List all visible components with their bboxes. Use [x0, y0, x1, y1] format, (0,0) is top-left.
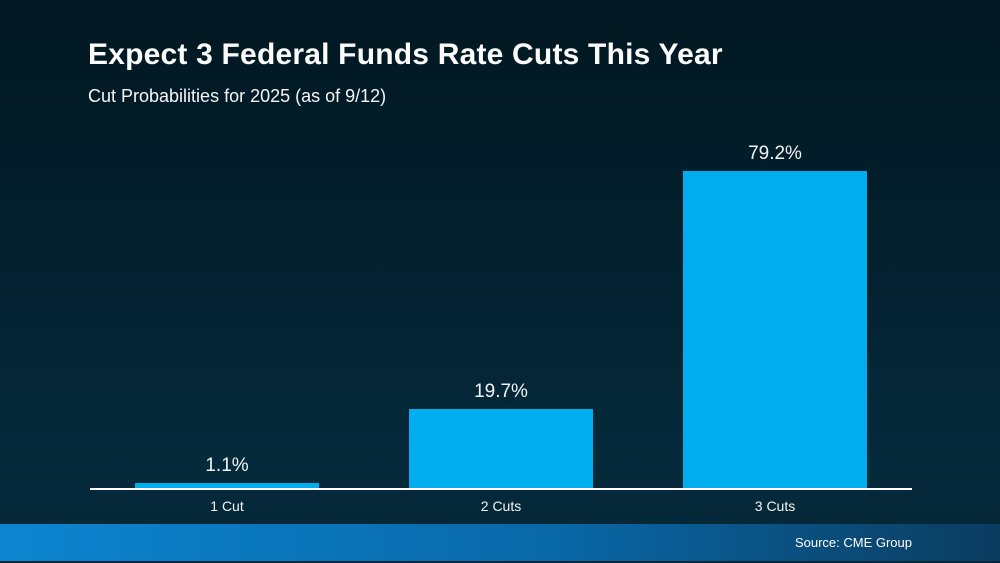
x-axis-line [90, 488, 912, 490]
bar-value-label: 79.2% [748, 143, 802, 164]
category-label: 1 Cut [210, 498, 244, 514]
bar-group: 79.2% [683, 143, 867, 488]
chart-title: Expect 3 Federal Funds Rate Cuts This Ye… [88, 38, 723, 71]
category-label: 3 Cuts [754, 498, 796, 514]
bars-row: 1.1% 19.7% 79.2% [90, 110, 912, 488]
bar-value-label: 19.7% [474, 381, 528, 402]
category-labels-row: 1 Cut 2 Cuts 3 Cuts [90, 490, 912, 514]
footer-bar: Source: CME Group [0, 524, 1000, 561]
bar-group: 19.7% [409, 381, 593, 488]
source-credit: Source: CME Group [794, 535, 912, 550]
bar-value-label: 1.1% [205, 455, 249, 476]
chart-subtitle: Cut Probabilities for 2025 (as of 9/12) [88, 86, 387, 106]
bar [409, 409, 593, 488]
category-label: 2 Cuts [480, 498, 522, 514]
bar [135, 483, 319, 488]
bar-chart: 1.1% 19.7% 79.2% 1 Cut 2 Cuts 3 Cuts [90, 110, 912, 514]
bar-group: 1.1% [135, 455, 319, 488]
bar [683, 171, 867, 488]
